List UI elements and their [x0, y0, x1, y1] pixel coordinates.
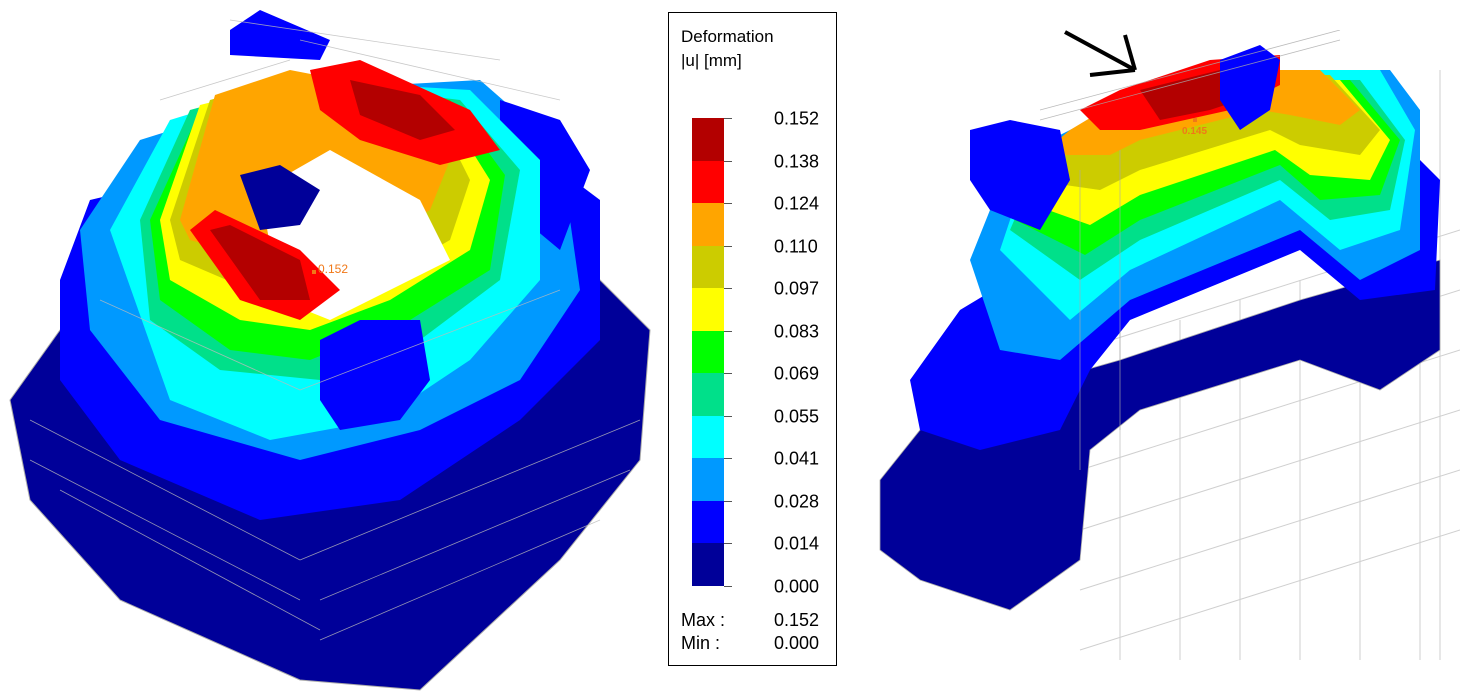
legend-level-label: 0.014: [774, 533, 820, 554]
legend-max-value: 0.152: [774, 610, 820, 630]
legend-min-label: Min :: [681, 633, 721, 653]
legend-swatch: [692, 160, 724, 203]
legend-level-label: 0.083: [774, 321, 820, 341]
deformation-legend: Deformation |u| [mm] 0.152 0.138 0.124 0…: [668, 12, 837, 666]
left-max-annotation: 0.152: [318, 262, 349, 276]
legend-level-label: 0.152: [774, 108, 820, 129]
legend-tick: [724, 373, 732, 374]
legend-title-line2: |u| [mm]: [681, 51, 742, 70]
legend-tick: [724, 118, 732, 119]
legend-swatch: [692, 543, 724, 586]
legend-level-label: 0.069: [774, 363, 820, 384]
legend-tick: [724, 330, 732, 332]
legend-tick: [724, 415, 732, 417]
max-point-marker: [312, 270, 316, 274]
legend-color-bar: [692, 118, 724, 586]
legend-level-label: 0.028: [774, 491, 820, 511]
legend-max-label: Max :: [681, 610, 726, 630]
legend-swatch: [692, 500, 724, 543]
point-marker: [1193, 118, 1197, 122]
legend-swatch: [692, 288, 724, 331]
legend-swatch: [692, 118, 724, 161]
legend-level-label: 0.138: [774, 151, 820, 171]
legend-level-label: 0.124: [774, 193, 820, 214]
legend-level-label: 0.000: [774, 576, 820, 596]
right-point-annotation: 0.145: [1182, 126, 1208, 137]
legend-swatch: [692, 203, 724, 246]
legend-title: Deformation |u| [mm]: [681, 25, 774, 73]
legend-swatch: [692, 373, 724, 416]
legend-level-label: 0.055: [774, 406, 820, 426]
arrow-pointer-icon: [1064, 30, 1137, 77]
legend-level-label: 0.041: [774, 448, 820, 469]
legend-tick: [724, 585, 732, 587]
left-3d-model-view: 0.152: [0, 0, 660, 698]
legend-swatch: [692, 415, 724, 458]
legend-tick: [724, 543, 732, 544]
legend-tick: [724, 500, 732, 502]
legend-min-value: 0.000: [774, 633, 820, 653]
legend-swatch: [692, 330, 724, 373]
legend-swatch: [692, 458, 724, 501]
legend-level-label: 0.110: [774, 236, 818, 256]
legend-tick: [724, 203, 732, 204]
right-3d-model-view: 0.145: [860, 30, 1460, 670]
legend-tick: [724, 245, 732, 247]
legend-tick: [724, 458, 732, 459]
legend-tick: [724, 160, 732, 162]
legend-swatch: [692, 245, 724, 288]
legend-tick: [724, 288, 732, 289]
legend-level-label: 0.097: [774, 278, 820, 299]
legend-title-line1: Deformation: [681, 27, 774, 46]
